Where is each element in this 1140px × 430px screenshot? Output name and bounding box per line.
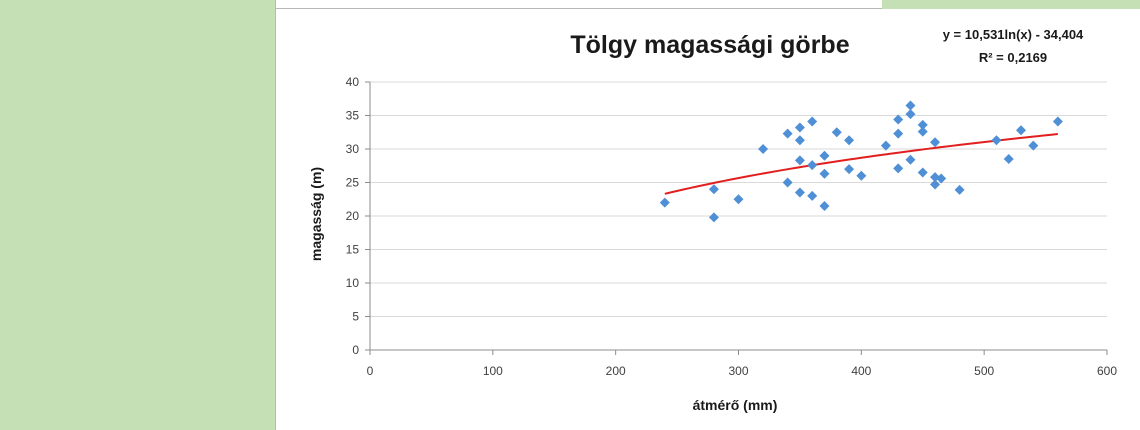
- data-point: [819, 200, 830, 211]
- y-tick-label: 40: [346, 75, 360, 89]
- data-point: [794, 187, 805, 198]
- data-point: [659, 197, 670, 208]
- y-tick-label: 15: [346, 243, 360, 257]
- trendline-curve: [664, 133, 1058, 195]
- chart-object[interactable]: Tölgy magassági görbe y = 10,531ln(x) - …: [277, 9, 1140, 430]
- data-point: [893, 114, 904, 125]
- data-point: [819, 168, 830, 179]
- x-tick-label: 100: [483, 364, 503, 378]
- data-point: [1016, 125, 1027, 136]
- data-point: [905, 100, 916, 111]
- x-tick-label: 500: [974, 364, 994, 378]
- data-points: [659, 100, 1063, 223]
- left-green-cell: [0, 0, 276, 430]
- data-point: [936, 173, 947, 184]
- data-point: [930, 179, 941, 190]
- y-tick-label: 0: [352, 343, 359, 357]
- data-point: [893, 163, 904, 174]
- axes: [365, 81, 1108, 355]
- x-tick-label: 400: [851, 364, 871, 378]
- data-point: [917, 126, 928, 137]
- trendline: [664, 133, 1058, 195]
- data-point: [794, 122, 805, 133]
- trendline-r-squared: R² = 0,2169: [979, 50, 1047, 65]
- data-point: [708, 212, 719, 223]
- data-point: [794, 135, 805, 146]
- x-tick-label: 300: [728, 364, 748, 378]
- y-tick-label: 20: [346, 209, 360, 223]
- data-point: [831, 127, 842, 138]
- scatter-chart[interactable]: Tölgy magassági görbe y = 10,531ln(x) - …: [277, 9, 1140, 430]
- data-point: [733, 194, 744, 205]
- data-point: [905, 154, 916, 165]
- data-point: [807, 190, 818, 201]
- data-point: [794, 155, 805, 166]
- y-axis-label: magasság (m): [308, 167, 324, 261]
- x-tick-label: 0: [367, 364, 374, 378]
- data-point: [880, 140, 891, 151]
- x-tick-label: 600: [1097, 364, 1117, 378]
- y-tick-label: 35: [346, 109, 360, 123]
- y-tick-label: 30: [346, 142, 360, 156]
- data-point: [930, 137, 941, 148]
- y-tick-label: 10: [346, 276, 360, 290]
- data-point: [708, 184, 719, 195]
- trendline-equation: y = 10,531ln(x) - 34,404: [943, 27, 1084, 42]
- y-tick-label: 5: [352, 310, 359, 324]
- data-point: [954, 184, 965, 195]
- chart-title: Tölgy magassági görbe: [570, 31, 849, 59]
- x-tick-label: 200: [606, 364, 626, 378]
- data-point: [782, 177, 793, 188]
- x-axis-label: átmérő (mm): [693, 397, 778, 413]
- data-point: [991, 135, 1002, 146]
- top-cell-row: [0, 0, 1140, 9]
- data-point: [807, 160, 818, 171]
- gridlines: [370, 81, 1107, 317]
- data-point: [917, 167, 928, 178]
- x-axis-tick-labels: 0 100 200 300 400 500 600: [367, 364, 1118, 378]
- data-point: [1028, 140, 1039, 151]
- data-point: [856, 170, 867, 181]
- data-point: [1052, 116, 1063, 127]
- data-point: [844, 135, 855, 146]
- top-right-green-cell: [882, 0, 1140, 9]
- data-point: [758, 144, 769, 154]
- data-point: [917, 119, 928, 130]
- data-point: [819, 150, 830, 161]
- y-axis-tick-labels: 0 5 10 15 20 25 30 35 40: [346, 75, 360, 357]
- data-point: [1003, 154, 1014, 165]
- data-point: [782, 128, 793, 139]
- data-point: [807, 116, 818, 127]
- y-tick-label: 25: [346, 176, 360, 190]
- data-point: [893, 128, 904, 139]
- data-point: [844, 164, 855, 175]
- data-point: [905, 109, 916, 120]
